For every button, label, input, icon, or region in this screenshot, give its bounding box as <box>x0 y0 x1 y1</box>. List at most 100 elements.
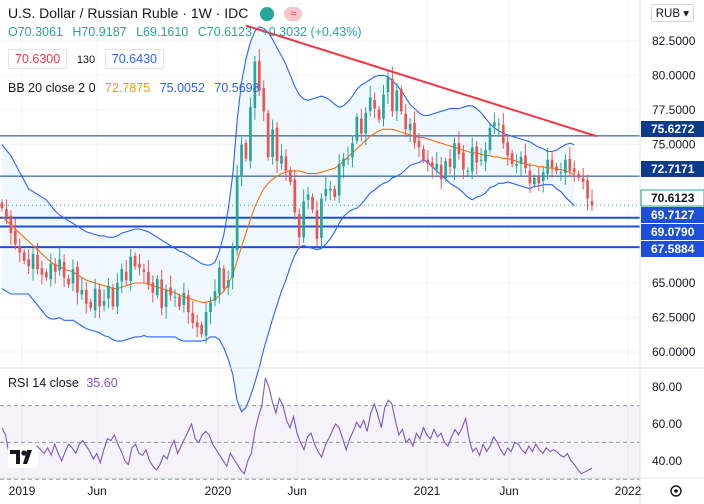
candle-body <box>218 267 221 294</box>
candle-body <box>417 140 421 148</box>
candle-body <box>479 159 483 161</box>
close-value: C70.6123 <box>197 25 252 39</box>
price-tick-label: 82.5000 <box>652 34 696 48</box>
candle-body <box>430 162 434 167</box>
candle-body <box>497 123 501 125</box>
buy-price-button[interactable]: 70.6430 <box>104 49 164 69</box>
candle-body <box>235 176 239 251</box>
wave-icon[interactable]: ≈ <box>284 7 303 22</box>
rsi-legend[interactable]: RSI 14 close 35.60 <box>8 376 118 390</box>
candle-body <box>306 194 310 200</box>
candle-body <box>226 280 230 288</box>
time-tick-label: 2022 <box>615 484 642 498</box>
price-label-text: 69.0790 <box>651 225 695 239</box>
candle-body <box>555 166 558 171</box>
candle-body <box>422 148 425 160</box>
gear-icon[interactable] <box>670 485 682 497</box>
candle-body <box>124 271 128 281</box>
bollinger-bands <box>1 26 575 413</box>
candle-body <box>191 312 195 324</box>
bb-basis-value: 72.7875 <box>105 81 151 95</box>
candle-body <box>231 248 235 278</box>
bid-ask-row: 70.6300 130 70.6430 <box>8 49 170 69</box>
candle-body <box>466 170 470 172</box>
candlesticks <box>0 48 594 344</box>
candle-body <box>577 173 581 178</box>
candle-body <box>533 177 536 185</box>
bb-fill-area <box>2 26 575 412</box>
candle-body <box>280 155 283 164</box>
time-tick-label: Jun <box>87 484 106 498</box>
candle-body <box>462 152 465 170</box>
candle-body <box>213 291 217 301</box>
candle-body <box>129 256 132 282</box>
candle-body <box>590 201 594 206</box>
price-label-box <box>641 207 704 223</box>
time-tick-label: Jun <box>287 484 306 498</box>
candle-body <box>524 155 527 169</box>
candle-body <box>93 288 97 311</box>
candle-body <box>315 210 319 239</box>
candle-body <box>311 196 314 210</box>
candle-body <box>284 156 288 171</box>
price-label-text: 69.7127 <box>651 208 695 222</box>
symbol-title[interactable]: U.S. Dollar / Russian Ruble · 1W · IDC ≈ <box>8 5 308 22</box>
candle-body <box>488 127 492 151</box>
candle-body <box>22 252 26 261</box>
price-label-text: 75.6272 <box>651 122 695 136</box>
bollinger-legend[interactable]: BB 20 close 2 0 72.7875 75.0052 70.5698 <box>8 81 266 95</box>
candle-body <box>448 158 452 167</box>
candle-body <box>80 289 84 295</box>
price-tick-label: 65.0000 <box>652 276 696 290</box>
candle-body <box>395 90 399 112</box>
price-label-text: 67.5884 <box>651 242 695 256</box>
candle-body <box>355 116 359 141</box>
candle-body <box>98 289 101 307</box>
currency-label: RUB <box>655 8 681 20</box>
candle-body <box>537 176 541 184</box>
candle-body <box>244 142 248 159</box>
candle-body <box>541 172 545 181</box>
candle-body <box>76 266 79 293</box>
candle-body <box>53 263 57 272</box>
price-tick-label: 80.0000 <box>652 68 696 82</box>
sell-price-button[interactable]: 70.6300 <box>8 49 68 69</box>
candle-body <box>200 324 203 335</box>
price-tick-label: 60.0000 <box>652 345 696 359</box>
candle-body <box>120 269 124 282</box>
candle-body <box>368 97 372 112</box>
currency-button[interactable]: RUB ▾ <box>650 4 694 22</box>
candle-body <box>302 201 305 238</box>
price-label-text: 70.6123 <box>651 191 695 205</box>
market-open-icon <box>260 7 275 22</box>
axes: 82.500080.000077.500075.000067.500065.00… <box>9 0 704 504</box>
candle-body <box>58 259 61 271</box>
candle-body <box>275 127 279 162</box>
candle-body <box>253 61 257 109</box>
candle-body <box>262 88 266 112</box>
candle-body <box>178 296 181 307</box>
candle-body <box>426 159 430 164</box>
price-label-box <box>641 161 704 177</box>
candle-body <box>470 147 474 172</box>
candle-body <box>501 124 505 144</box>
rsi-band-fill <box>0 405 640 480</box>
candle-body <box>386 76 390 93</box>
tradingview-logo-icon[interactable] <box>8 446 38 468</box>
open-value: O70.3061 <box>8 25 63 39</box>
candle-body <box>324 188 328 197</box>
candle-body <box>515 163 518 166</box>
candle-body <box>62 261 66 278</box>
candle-body <box>493 122 496 127</box>
downtrend-line <box>245 24 597 138</box>
price-label-text: 72.7171 <box>651 162 695 176</box>
candle-body <box>293 179 297 213</box>
trend-line[interactable] <box>245 24 597 138</box>
gear-center <box>674 489 678 493</box>
candle-body <box>164 289 168 308</box>
candle-body <box>568 158 572 171</box>
candle-body <box>9 215 13 234</box>
candle-body <box>439 164 443 180</box>
candle-body <box>346 158 350 160</box>
